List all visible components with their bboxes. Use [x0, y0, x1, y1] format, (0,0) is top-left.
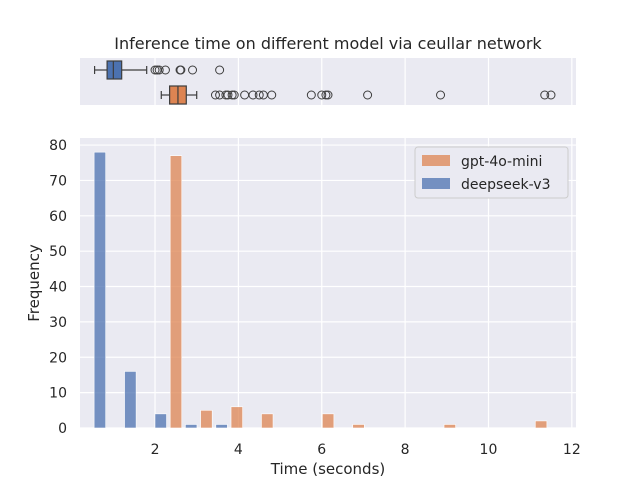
outlier-deepseek-v3: [215, 65, 225, 75]
x-axis-ticks: 2 4 6 8 10 12: [151, 442, 581, 458]
y-tick-label: 10: [49, 386, 67, 402]
x-tick-label: 12: [563, 442, 581, 458]
bar-deepseek-v3: [185, 424, 198, 429]
outlier-gpt-4o-mini: [223, 90, 233, 100]
outlier-gpt-4o-mini: [321, 90, 331, 100]
outlier-gpt-4o-mini: [323, 90, 333, 100]
bar-deepseek-v3: [154, 413, 167, 429]
x-tick-label: 8: [401, 442, 410, 458]
outlier-gpt-4o-mini: [317, 90, 327, 100]
outlier-deepseek-v3: [154, 65, 164, 75]
boxplot-panel: [80, 58, 576, 105]
x-tick-label: 6: [317, 442, 326, 458]
outlier-gpt-4o-mini: [229, 90, 239, 100]
bar-gpt-4o-mini: [535, 420, 548, 429]
bar-gpt-4o-mini: [322, 413, 335, 429]
y-tick-label: 40: [49, 280, 67, 296]
histogram-bars: [93, 151, 548, 429]
legend-swatch-gpt-4o-mini: [422, 155, 450, 166]
bar-deepseek-v3: [215, 424, 228, 429]
bar-deepseek-v3: [93, 151, 106, 429]
legend-label-deepseek-v3: deepseek-v3: [461, 177, 551, 193]
bar-gpt-4o-mini: [230, 406, 243, 429]
boxplots: [93, 60, 556, 105]
outlier-gpt-4o-mini: [363, 90, 373, 100]
outlier-gpt-4o-mini: [540, 90, 550, 100]
y-tick-label: 60: [49, 209, 67, 225]
bar-deepseek-v3: [124, 371, 137, 429]
outlier-gpt-4o-mini: [436, 90, 446, 100]
outlier-gpt-4o-mini: [306, 90, 316, 100]
chart-title: Inference time on different model via ce…: [114, 34, 542, 53]
legend-swatch-deepseek-v3: [422, 178, 450, 189]
outlier-deepseek-v3: [150, 65, 160, 75]
legend: gpt-4o-mini deepseek-v3: [414, 146, 569, 199]
legend-label-gpt-4o-mini: gpt-4o-mini: [461, 154, 542, 170]
box-deepseek-v3: [106, 60, 123, 80]
y-axis-label: Frequency: [25, 244, 43, 322]
x-tick-label: 2: [151, 442, 160, 458]
outlier-gpt-4o-mini: [546, 90, 556, 100]
outlier-gpt-4o-mini: [254, 90, 264, 100]
y-tick-label: 30: [49, 315, 67, 331]
y-tick-label: 80: [49, 138, 67, 154]
bar-gpt-4o-mini: [169, 155, 183, 429]
y-axis-ticks: 0 10 20 30 40 50 60 70 80: [49, 138, 67, 437]
outlier-gpt-4o-mini: [227, 90, 237, 100]
outlier-gpt-4o-mini: [267, 90, 277, 100]
legend-box: [414, 146, 569, 199]
outlier-deepseek-v3: [188, 65, 198, 75]
outlier-gpt-4o-mini: [210, 90, 220, 100]
bar-gpt-4o-mini: [352, 424, 365, 429]
y-tick-label: 0: [58, 421, 67, 437]
outlier-deepseek-v3: [176, 65, 186, 75]
x-axis-label: Time (seconds): [270, 460, 386, 478]
bar-gpt-4o-mini: [443, 424, 456, 429]
x-tick-label: 4: [234, 442, 243, 458]
y-tick-label: 50: [49, 244, 67, 260]
bar-gpt-4o-mini: [200, 410, 213, 429]
outlier-deepseek-v3: [160, 65, 170, 75]
x-tick-label: 10: [480, 442, 498, 458]
bar-gpt-4o-mini: [261, 413, 274, 429]
y-tick-label: 70: [49, 173, 67, 189]
outlier-gpt-4o-mini: [248, 90, 258, 100]
y-tick-label: 20: [49, 350, 67, 366]
